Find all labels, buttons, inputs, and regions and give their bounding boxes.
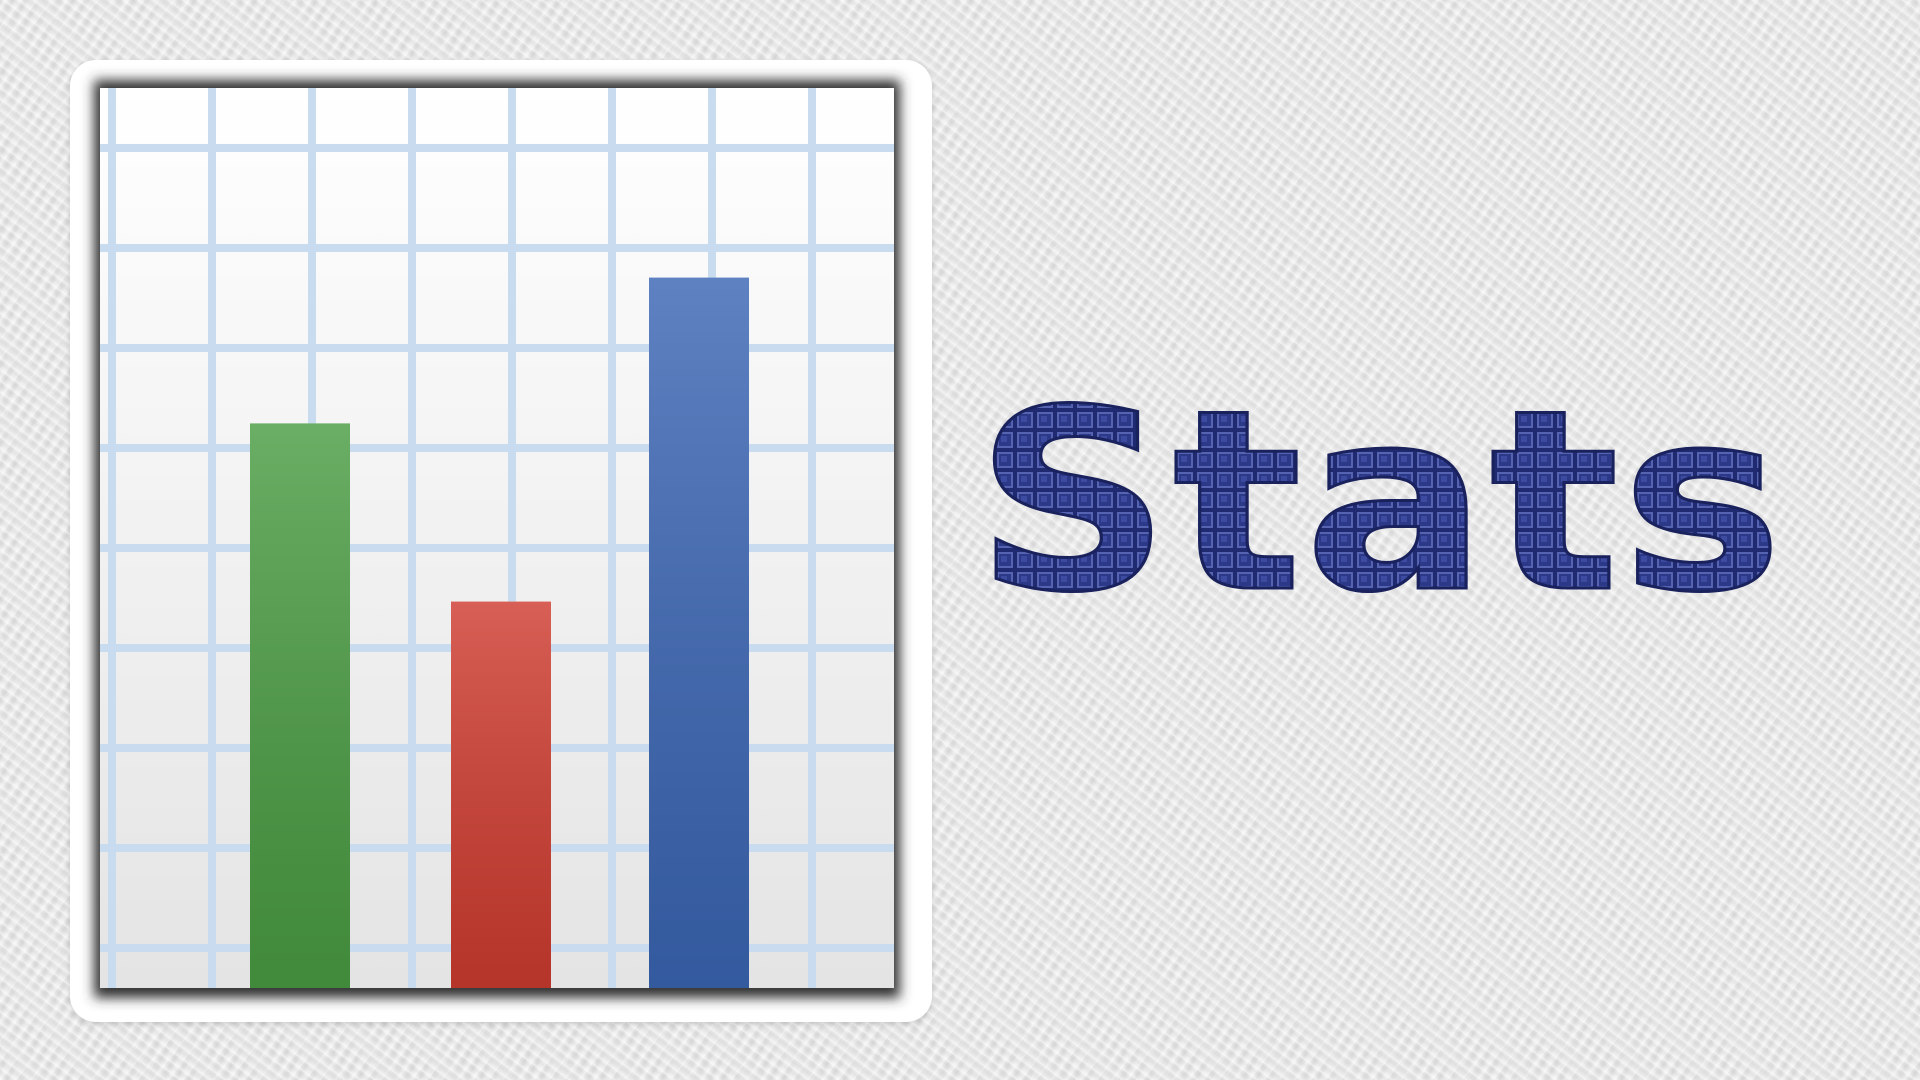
page-title: Stats [975, 370, 1795, 640]
chart-bars [250, 277, 749, 989]
bar-chart-graphic [94, 80, 900, 998]
bar-chart-icon [70, 60, 932, 1022]
chart-bar-shade [649, 277, 749, 989]
chart-bar-shade [250, 423, 350, 988]
chart-bar-shade [451, 601, 551, 988]
title-text: Stats [975, 370, 1785, 640]
